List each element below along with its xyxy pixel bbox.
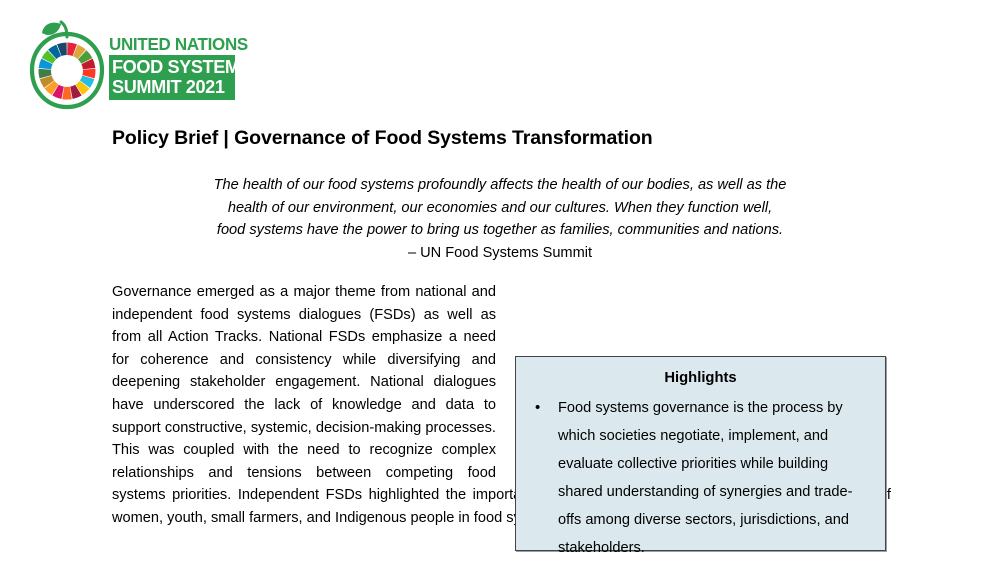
pull-quote-line-3: food systems have the power to bring us … <box>216 222 784 238</box>
un-food-systems-summit-apple-sdg-wheel-logo <box>29 20 105 110</box>
highlights-list: • Food systems governance is the process… <box>516 394 885 562</box>
bullet-icon: • <box>535 399 541 416</box>
pull-quote-attribution: – UN Food Systems Summit <box>407 244 593 261</box>
logo-green-box: FOOD SYSTEMS SUMMIT 2021 <box>109 55 252 100</box>
logo-line-food-systems: FOOD SYSTEMS <box>112 56 252 77</box>
logo-block: UNITED NATIONS FOOD SYSTEMS SUMMIT 2021 <box>27 17 252 112</box>
logo-line-united-nations: UNITED NATIONS <box>109 34 248 54</box>
pull-quote-line-1: The health of our food systems profoundl… <box>213 177 787 193</box>
page-title: Policy Brief | Governance of Food System… <box>112 127 653 149</box>
list-item-text: Food systems governance is the process b… <box>558 400 853 556</box>
logo-line-summit-2021: SUMMIT 2021 <box>112 76 225 97</box>
list-item: • Food systems governance is the process… <box>516 394 885 562</box>
logo-wordmark: UNITED NATIONS FOOD SYSTEMS SUMMIT 2021 <box>109 34 252 100</box>
pull-quote-line-2: health of our environment, our economies… <box>227 199 773 216</box>
highlights-heading: Highlights <box>664 370 737 386</box>
pull-quote: The health of our food systems profoundl… <box>150 174 850 264</box>
highlights-box: Highlights • Food systems governance is … <box>515 356 886 556</box>
